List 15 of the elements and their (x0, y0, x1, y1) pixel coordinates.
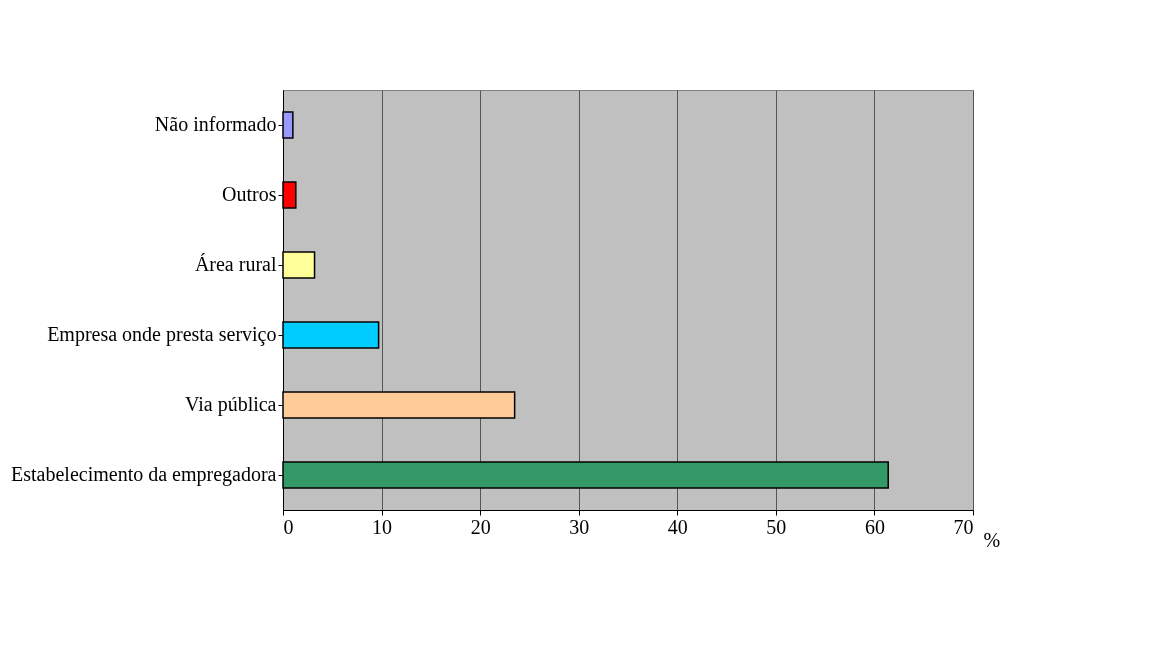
y-tick-label: Estabelecimento da empregadora (11, 463, 277, 486)
x-tick-label: 20 (470, 515, 491, 538)
x-axis-title: % (983, 528, 1001, 551)
y-tick-label: Não informado (154, 113, 277, 135)
x-tick-label: 50 (766, 515, 787, 538)
x-tick-label: 70 (953, 515, 974, 538)
y-tick-label: Outros (222, 183, 277, 205)
y-tick-label: Empresa onde presta serviço (47, 323, 277, 346)
x-tick-label: 40 (667, 515, 688, 538)
x-tick-label: 60 (864, 515, 885, 538)
x-tick-label: 0 (283, 515, 294, 538)
x-tick-label: 30 (569, 515, 590, 538)
y-tick-label: Via pública (184, 393, 277, 416)
x-tick-label: 10 (372, 515, 393, 538)
y-tick-label: Área rural (194, 253, 277, 275)
